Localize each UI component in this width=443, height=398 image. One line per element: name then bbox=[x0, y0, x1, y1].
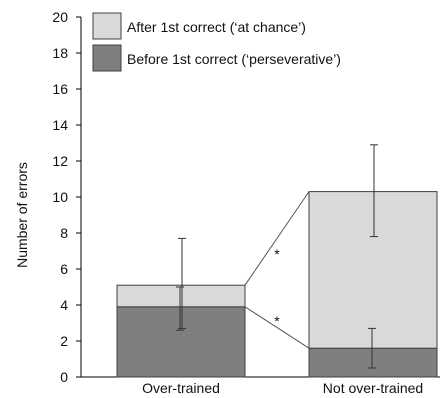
y-tick-label: 0 bbox=[60, 369, 68, 385]
bar-segment-at-chance bbox=[308, 191, 438, 349]
connector-line-top bbox=[244, 191, 310, 286]
y-tick-label: 10 bbox=[52, 189, 68, 205]
connector-lines bbox=[244, 191, 310, 349]
x-tick-label: Not over-trained bbox=[323, 380, 423, 396]
legend: After 1st correct (‘at chance’) Before 1s… bbox=[92, 12, 341, 72]
bar-segment-at-chance bbox=[116, 284, 246, 308]
legend-swatch bbox=[92, 44, 122, 72]
y-tick-label: 6 bbox=[60, 261, 68, 277]
legend-label: After 1st correct (‘at chance’) bbox=[127, 19, 306, 35]
y-tick-label: 14 bbox=[52, 117, 68, 133]
y-tick-label: 2 bbox=[60, 333, 68, 349]
y-tick-label: 18 bbox=[52, 45, 68, 61]
bar-segment-perseverative bbox=[116, 306, 246, 378]
y-tick-label: 20 bbox=[52, 9, 68, 25]
x-tick-label: Over-trained bbox=[142, 380, 220, 396]
y-tick-label: 8 bbox=[60, 225, 68, 241]
legend-swatch bbox=[92, 12, 122, 40]
bar-segment-perseverative bbox=[308, 347, 438, 378]
y-tick-label: 4 bbox=[60, 297, 68, 313]
axes: 0 2 4 6 8 10 12 14 16 18 20 Over-trained Not over-tr… bbox=[52, 9, 440, 396]
connector-line-bottom bbox=[244, 306, 310, 349]
bars bbox=[116, 191, 438, 378]
error-bars bbox=[176, 144, 378, 369]
significance-star-bottom: * bbox=[274, 313, 280, 329]
significance-star-top: * bbox=[274, 246, 280, 262]
y-tick-label: 16 bbox=[52, 81, 68, 97]
y-tick-label: 12 bbox=[52, 153, 68, 169]
y-axis-title: Number of errors bbox=[14, 162, 30, 268]
legend-label: Before 1st correct (‘perseverative’) bbox=[127, 51, 341, 67]
